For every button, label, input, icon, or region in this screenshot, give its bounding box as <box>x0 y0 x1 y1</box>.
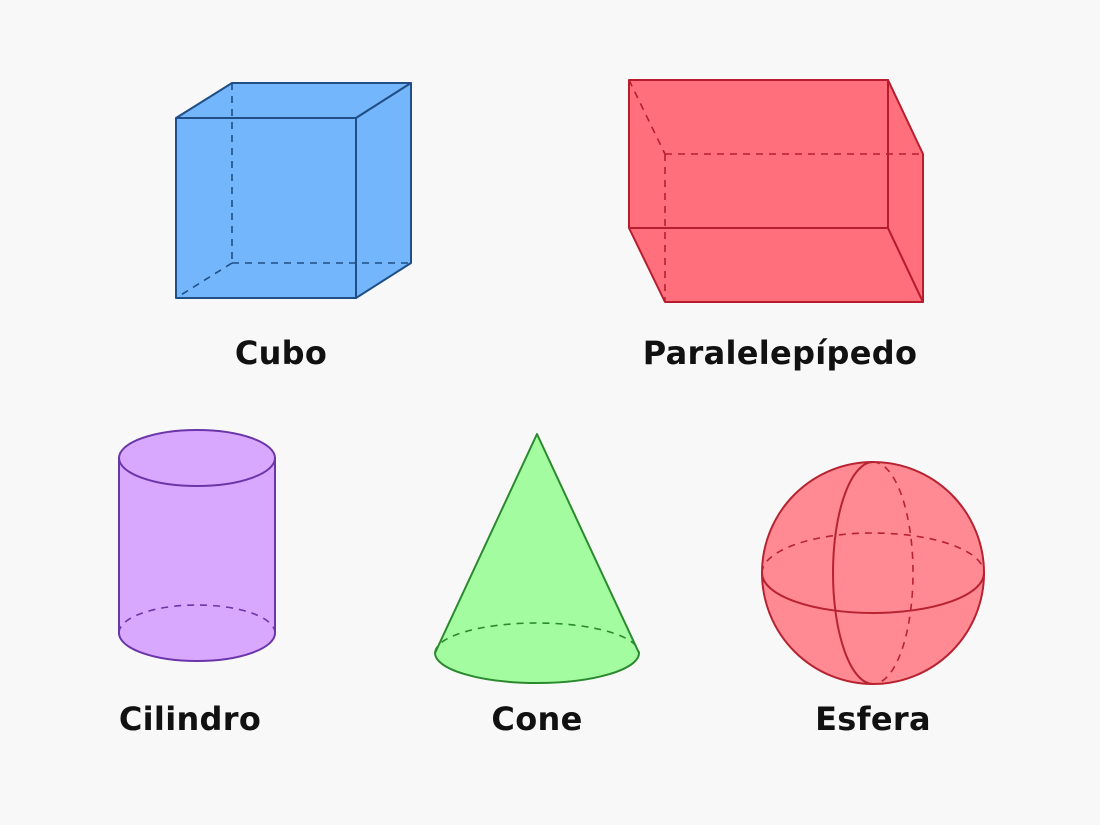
rectangular-prism-icon <box>628 79 924 303</box>
cylinder-icon <box>118 429 276 662</box>
cone-label: Cone <box>491 700 583 738</box>
cone-icon <box>434 433 640 684</box>
cylinder-label: Cilindro <box>118 700 262 738</box>
sphere-icon <box>761 461 985 685</box>
rectangular-prism-label: Paralelepípedo <box>642 334 918 372</box>
cube-label: Cubo <box>234 334 328 372</box>
cube-icon <box>175 82 412 299</box>
sphere-label: Esfera <box>815 700 931 738</box>
